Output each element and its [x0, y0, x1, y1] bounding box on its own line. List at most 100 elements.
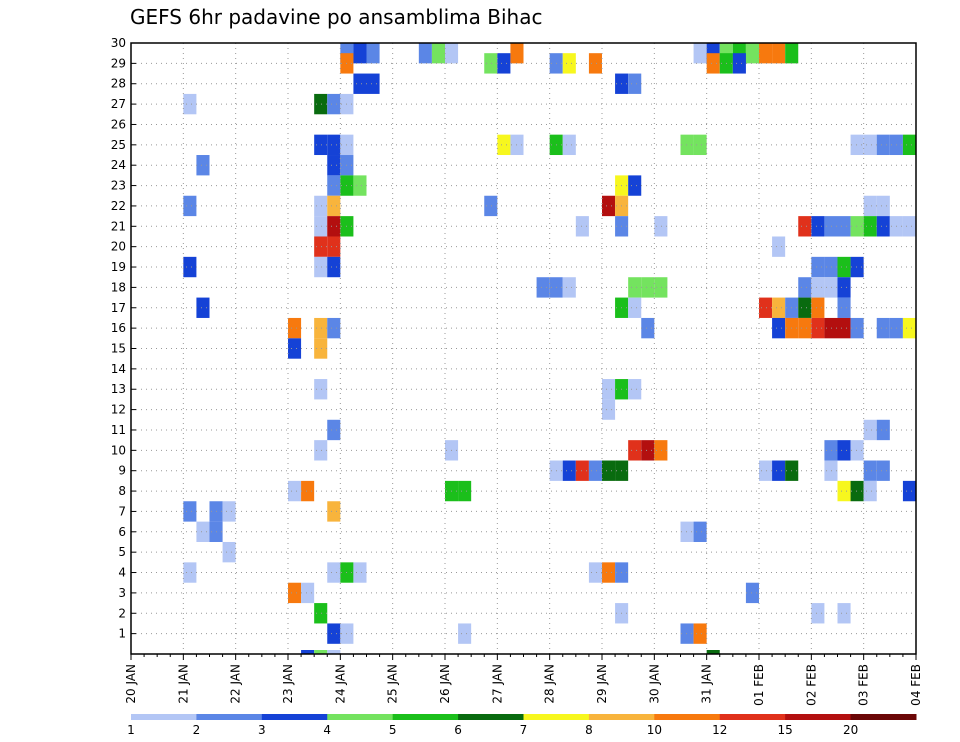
- heatmap-cell: [327, 175, 341, 196]
- heatmap-cell: [693, 134, 707, 156]
- heatmap-cell: [680, 623, 694, 644]
- heatmap-cell: [772, 236, 786, 257]
- y-tick-label: 15: [111, 342, 126, 356]
- colorbar-label: 20: [843, 723, 858, 737]
- heatmap-cell: [811, 277, 825, 298]
- heatmap-cell: [654, 440, 668, 461]
- colorbar-label: 10: [647, 723, 662, 737]
- colorbar-label: 1: [127, 723, 135, 737]
- heatmap-cell: [902, 480, 916, 502]
- heatmap-cell: [301, 480, 315, 502]
- heatmap-cell: [196, 521, 210, 542]
- x-tick-label: 04 FEB: [909, 664, 923, 706]
- colorbar-segment: [588, 714, 655, 720]
- heatmap-cell: [183, 562, 197, 583]
- heatmap-cell: [811, 297, 825, 318]
- x-tick-label: 30 JAN: [647, 664, 661, 704]
- colorbar-segment: [392, 714, 459, 720]
- y-tick-label: 12: [111, 403, 126, 417]
- heatmap-cell: [314, 379, 328, 400]
- heatmap-cell: [327, 93, 341, 115]
- heatmap-cell: [837, 256, 851, 278]
- colorbar-label: 2: [193, 723, 201, 737]
- heatmap-cell: [562, 53, 576, 74]
- heatmap-cell: [353, 73, 367, 94]
- heatmap-cell: [431, 43, 445, 64]
- heatmap-cell: [680, 521, 694, 542]
- heatmap-cell: [353, 43, 367, 64]
- heatmap-cell: [876, 419, 890, 441]
- heatmap-cell: [327, 317, 341, 339]
- heatmap-cell: [628, 277, 642, 298]
- heatmap-cell: [196, 155, 210, 176]
- heatmap-cell: [824, 317, 838, 339]
- heatmap-cell: [759, 297, 773, 318]
- heatmap-cell: [798, 297, 812, 318]
- heatmap-cell: [628, 379, 642, 400]
- heatmap-cell: [602, 379, 616, 400]
- x-tick-label: 03 FEB: [857, 664, 871, 706]
- heatmap-cell: [314, 338, 328, 359]
- colorbar-segment: [654, 714, 721, 720]
- heatmap-cell: [445, 43, 459, 64]
- heatmap-cell: [327, 134, 341, 156]
- heatmap-cell: [497, 134, 511, 156]
- heatmap-cell: [288, 317, 302, 339]
- heatmap-cell: [837, 603, 851, 624]
- heatmap-cell: [772, 297, 786, 318]
- heatmap-cell: [863, 134, 877, 156]
- heatmap-cell: [759, 43, 773, 64]
- x-tick-label: 27 JAN: [490, 664, 504, 704]
- heatmap-cell: [837, 297, 851, 318]
- heatmap-cell: [314, 603, 328, 624]
- heatmap-cell: [222, 501, 236, 522]
- heatmap-cell: [327, 419, 341, 441]
- heatmap-cell: [327, 501, 341, 522]
- heatmap-cell: [654, 216, 668, 237]
- heatmap-cell: [745, 582, 759, 604]
- heatmap-cell: [314, 650, 328, 654]
- y-tick-label: 5: [118, 545, 126, 559]
- heatmap-cell: [602, 399, 616, 420]
- x-tick-label: 25 JAN: [386, 664, 400, 704]
- heatmap-cell: [798, 216, 812, 237]
- heatmap-cell: [693, 43, 707, 64]
- heatmap-cell: [628, 175, 642, 196]
- heatmap-cell: [484, 53, 498, 74]
- heatmap-cell: [759, 460, 773, 481]
- y-tick-label: 27: [111, 97, 126, 111]
- heatmap-cell: [327, 623, 341, 644]
- heatmap-cell: [562, 277, 576, 298]
- heatmap-cell: [850, 256, 864, 278]
- heatmap-cell: [772, 317, 786, 339]
- heatmap-cell: [458, 623, 472, 644]
- heatmap-cell: [863, 460, 877, 481]
- colorbar-segment: [261, 714, 328, 720]
- colorbar-label: 5: [389, 723, 397, 737]
- heatmap-cell: [824, 256, 838, 278]
- y-tick-label: 22: [111, 199, 126, 213]
- heatmap-cell: [811, 256, 825, 278]
- heatmap-cell: [628, 440, 642, 461]
- heatmap-cell: [327, 236, 341, 257]
- heatmap-cell: [902, 134, 916, 156]
- heatmap-cell: [654, 277, 668, 298]
- y-tick-label: 28: [111, 77, 126, 91]
- heatmap-cell: [353, 562, 367, 583]
- heatmap-cell: [301, 650, 315, 654]
- heatmap-cell: [641, 440, 655, 461]
- colorbar-segment: [719, 714, 786, 720]
- y-tick-label: 11: [111, 423, 126, 437]
- y-tick-label: 1: [118, 627, 126, 641]
- heatmap-cell: [824, 216, 838, 237]
- grid-lines: [131, 43, 916, 654]
- heatmap-cell: [876, 216, 890, 237]
- heatmap-cell: [811, 317, 825, 339]
- colorbar-label: 6: [454, 723, 462, 737]
- heatmap-cell: [327, 216, 341, 237]
- y-tick-label: 2: [118, 606, 126, 620]
- heatmap-cell: [876, 134, 890, 156]
- heatmap-cell: [183, 256, 197, 278]
- x-tick-label: 31 JAN: [700, 664, 714, 704]
- heatmap-cell: [850, 134, 864, 156]
